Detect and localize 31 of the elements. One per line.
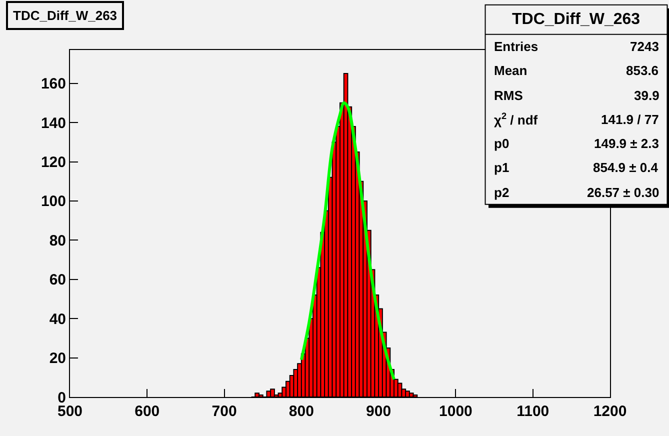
y-tick-label: 20 <box>49 350 66 368</box>
x-tick-label: 1000 <box>439 403 472 420</box>
annotation: Entries <box>494 39 538 54</box>
x-tick-label: 1200 <box>593 403 627 420</box>
text: 853.6 <box>626 63 659 78</box>
annotation: 26.57 ± 0.30 <box>587 185 660 200</box>
y-tick-label: 160 <box>40 76 66 93</box>
annotation: p2 <box>494 185 510 200</box>
y-tick-label: 60 <box>49 272 66 289</box>
y-tick-label: 40 <box>49 310 66 328</box>
text: TDC_Diff_W_263 <box>512 11 640 28</box>
x-tick-label: 1100 <box>516 403 550 420</box>
x-tick-label: 600 <box>134 403 160 420</box>
x-tick-label: 800 <box>288 403 314 420</box>
annotation: χ$^{2}$ / ndf <box>494 111 538 128</box>
text: 7243 <box>630 39 659 54</box>
y-tick-label: 120 <box>40 154 66 171</box>
y-tick-label: 80 <box>49 232 66 250</box>
annotation: RMS <box>494 88 524 103</box>
y-tick-label: 140 <box>40 114 66 132</box>
text: 39.9 <box>634 88 660 103</box>
chart-title: TDC_Diff_W_263 <box>13 8 118 23</box>
annotation: p1 <box>494 160 510 175</box>
x-tick-label: 700 <box>212 403 237 420</box>
annotation: 141.9 / 77 <box>601 112 659 127</box>
annotation: 149.9 ± 2.3 <box>594 136 659 151</box>
annotation: 854.9 ± 0.4 <box>593 160 659 175</box>
annotation: p0 <box>494 136 510 151</box>
x-tick-label: 900 <box>366 403 392 420</box>
annotation: Mean <box>494 63 528 78</box>
y-tick-label: 100 <box>40 193 66 210</box>
